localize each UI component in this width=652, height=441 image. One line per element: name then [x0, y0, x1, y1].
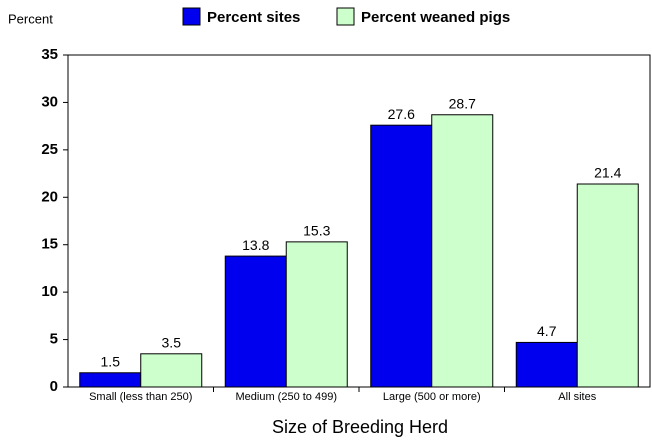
y-tick-label: 35 [41, 46, 58, 63]
x-tick-label: All sites [558, 391, 596, 403]
bar [576, 183, 639, 388]
x-tick-label: Large (500 or more) [383, 391, 481, 403]
value-label: 3.5 [162, 335, 182, 351]
bar [431, 114, 494, 388]
bar [79, 372, 142, 388]
value-label: 27.6 [388, 106, 415, 122]
bar [370, 124, 433, 388]
bar [140, 353, 203, 388]
value-label: 21.4 [594, 165, 621, 181]
y-tick-label: 5 [50, 331, 58, 348]
y-tick-label: 0 [50, 378, 58, 395]
value-label: 13.8 [242, 237, 269, 253]
y-tick-label: 20 [41, 188, 58, 205]
plot-frame [67, 54, 651, 388]
y-tick-label: 10 [41, 283, 58, 300]
value-label: 28.7 [449, 95, 476, 111]
legend-label: Percent sites [207, 9, 300, 26]
bar [224, 255, 287, 388]
legend-swatch [336, 7, 355, 26]
y-tick-label: 15 [41, 236, 58, 253]
value-label: 15.3 [303, 223, 330, 239]
y-tick-label: 30 [41, 93, 58, 110]
x-tick-label: Small (less than 250) [89, 391, 192, 403]
legend-swatch [182, 7, 201, 26]
y-tick-label: 25 [41, 141, 58, 158]
bar [515, 341, 578, 388]
legend-label: Percent weaned pigs [361, 9, 510, 26]
bar [285, 241, 348, 388]
y-axis-title: Percent [8, 11, 53, 26]
x-axis-title: Size of Breeding Herd [272, 417, 448, 437]
value-label: 1.5 [101, 353, 121, 369]
value-label: 4.7 [537, 323, 557, 339]
x-tick-label: Medium (250 to 499) [236, 391, 338, 403]
